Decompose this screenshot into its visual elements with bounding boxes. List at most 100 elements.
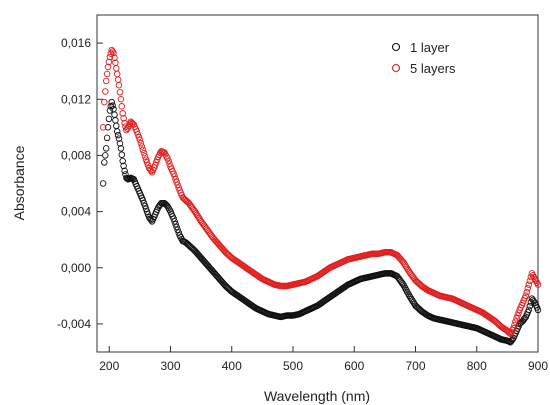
data-point (170, 215, 177, 222)
series-5-layers (99, 46, 542, 337)
y-tick-label: -0,004 (57, 317, 91, 331)
data-point (122, 123, 129, 130)
data-point (195, 214, 203, 222)
plot-area (99, 46, 542, 346)
data-point (136, 136, 144, 144)
data-point (408, 295, 415, 303)
data-point (164, 202, 171, 210)
data-point (174, 181, 181, 189)
x-tick-label: 300 (160, 359, 180, 373)
plot-frame (96, 14, 539, 353)
data-point (113, 65, 120, 72)
legend-label: 5 layers (410, 61, 456, 76)
data-point (401, 260, 408, 268)
data-point (527, 273, 535, 281)
data-point (513, 315, 520, 322)
data-point (505, 328, 512, 336)
data-point (400, 258, 407, 266)
data-point (115, 135, 123, 142)
legend-item: 5 layers (391, 61, 456, 76)
data-point (507, 330, 514, 337)
data-point (103, 134, 111, 142)
data-point (164, 154, 171, 162)
data-point (135, 133, 143, 141)
y-axis: -0,004 0,000 0,004 0,008 0,012 0,016 (57, 36, 103, 331)
data-point (139, 197, 147, 204)
y-tick-label: 0,000 (61, 261, 91, 275)
data-point (406, 292, 413, 300)
data-point (113, 122, 120, 130)
data-point (113, 70, 121, 78)
data-point (403, 263, 410, 271)
data-point (172, 176, 179, 183)
data-point (402, 262, 409, 269)
data-point (524, 285, 532, 292)
data-point (173, 223, 180, 231)
data-point (120, 114, 127, 122)
data-point (398, 279, 406, 287)
y-tick-label: 0,004 (61, 205, 91, 219)
data-point (118, 103, 126, 110)
data-point (534, 306, 542, 314)
data-point (526, 302, 534, 310)
data-point (108, 98, 115, 106)
data-point (112, 117, 119, 124)
data-point (116, 88, 124, 96)
x-tick-label: 900 (528, 359, 548, 373)
data-point (191, 208, 199, 215)
legend-marker (391, 63, 401, 73)
data-point (141, 202, 149, 210)
x-tick-label: 400 (222, 359, 242, 373)
data-point (404, 265, 411, 272)
data-point (105, 115, 113, 123)
data-point (143, 159, 151, 166)
data-point (142, 156, 150, 163)
data-point (410, 299, 417, 306)
data-point (523, 288, 531, 296)
legend-label: 1 layer (410, 40, 450, 55)
x-tick-label: 200 (99, 359, 119, 373)
data-point (111, 54, 118, 62)
data-point (409, 297, 416, 304)
legend: 1 layer 5 layers (391, 40, 456, 76)
data-point (106, 107, 114, 114)
data-point (99, 180, 107, 187)
data-point (143, 208, 151, 215)
data-point (121, 167, 128, 175)
data-point (140, 149, 148, 157)
data-point (173, 178, 180, 186)
series-1-layer (99, 98, 542, 346)
data-point (102, 77, 110, 85)
data-point (113, 128, 121, 135)
data-point (118, 151, 126, 158)
data-point (120, 162, 127, 170)
data-point (107, 50, 115, 57)
data-point (534, 281, 542, 288)
data-point (114, 76, 122, 83)
data-point (103, 70, 111, 78)
data-point (102, 152, 109, 159)
data-point (117, 145, 125, 152)
data-point (142, 205, 150, 213)
data-point (170, 170, 177, 177)
data-point (117, 95, 125, 103)
data-point (139, 146, 147, 154)
data-point (128, 119, 135, 126)
data-point (138, 143, 146, 150)
data-point (174, 226, 181, 234)
data-point (102, 88, 109, 95)
data-point (111, 111, 118, 118)
data-point (165, 157, 172, 165)
data-point (192, 209, 200, 217)
y-tick-label: 0,012 (61, 92, 91, 106)
data-point (530, 298, 538, 305)
data-point (124, 125, 131, 132)
data-point (110, 49, 117, 57)
data-point (512, 318, 519, 325)
data-point (137, 139, 145, 147)
data-point (514, 312, 521, 319)
data-point (129, 120, 136, 127)
legend-item: 1 layer (391, 40, 450, 55)
data-point (122, 171, 129, 178)
data-point (151, 161, 159, 169)
